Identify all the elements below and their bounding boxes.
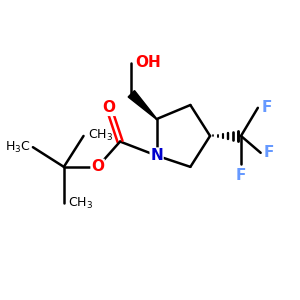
Text: O: O [91, 159, 104, 174]
Text: OH: OH [136, 55, 161, 70]
Text: H$_3$C: H$_3$C [4, 140, 30, 155]
Text: F: F [236, 168, 246, 183]
Text: F: F [261, 100, 272, 115]
Polygon shape [128, 91, 157, 119]
Text: F: F [264, 145, 274, 160]
Text: CH$_3$: CH$_3$ [68, 196, 93, 211]
Text: N: N [150, 148, 163, 163]
Text: CH$_3$: CH$_3$ [88, 128, 113, 143]
Text: O: O [102, 100, 115, 115]
